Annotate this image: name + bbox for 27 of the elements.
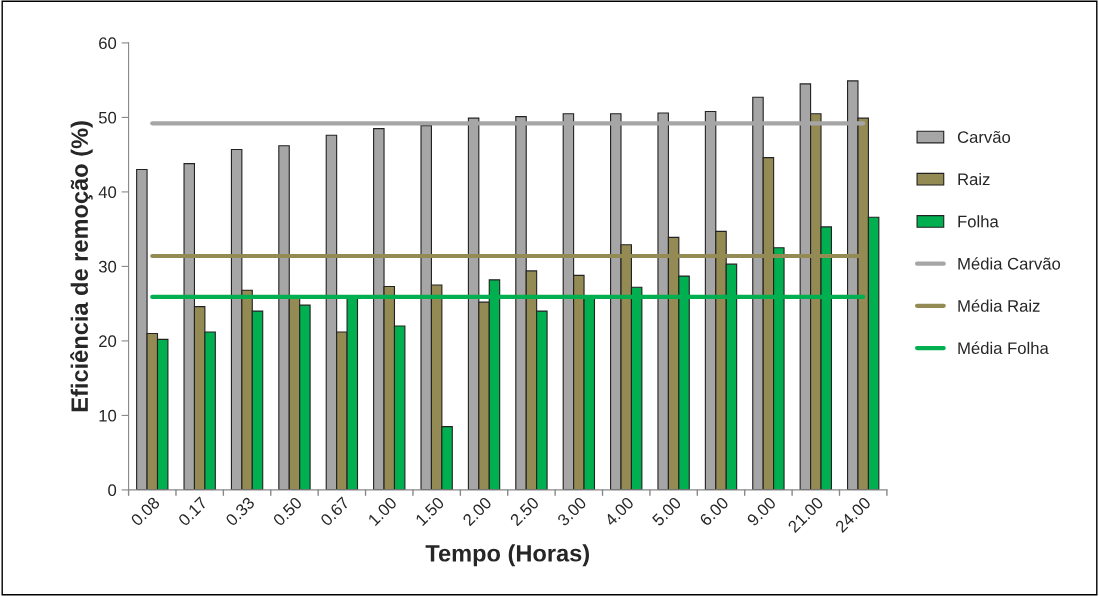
legend-label: Média Raiz (958, 299, 1040, 312)
legend-label: Folha (958, 215, 999, 228)
y-tick-label: 30 (98, 260, 117, 273)
x-tick-label: 4.00 (603, 496, 635, 527)
x-tick-label: 3.00 (556, 496, 588, 527)
x-tick-label: 2.50 (509, 496, 540, 527)
legend-label: Raiz (958, 172, 990, 186)
y-tick-label: 50 (98, 111, 117, 124)
x-axis-title: Tempo (Horas) (425, 544, 589, 567)
y-tick-label: 0 (108, 484, 117, 497)
legend-label: Média Folha (958, 341, 1049, 355)
x-tick-label: 1.50 (414, 496, 445, 527)
x-tick-label: 5.00 (651, 496, 682, 527)
y-axis-title: Eficiência de remoção (%) (70, 121, 93, 412)
legend-label: Carvão (957, 130, 1011, 144)
x-tick-label: 0.08 (130, 496, 161, 527)
x-tick-label: 0.33 (224, 496, 256, 527)
x-tick-label: 6.00 (698, 496, 730, 527)
x-tick-label: 0.50 (272, 496, 303, 527)
legend-label: Média Carvão (958, 257, 1061, 270)
x-tick-label: 9.00 (746, 496, 777, 527)
y-tick-label: 60 (99, 37, 117, 50)
x-tick-label: 2.00 (462, 496, 493, 527)
y-tick-label: 40 (98, 186, 117, 199)
y-tick-label: 10 (99, 409, 117, 422)
y-tick-label: 20 (99, 335, 117, 348)
x-tick-label: 1.00 (367, 496, 398, 527)
